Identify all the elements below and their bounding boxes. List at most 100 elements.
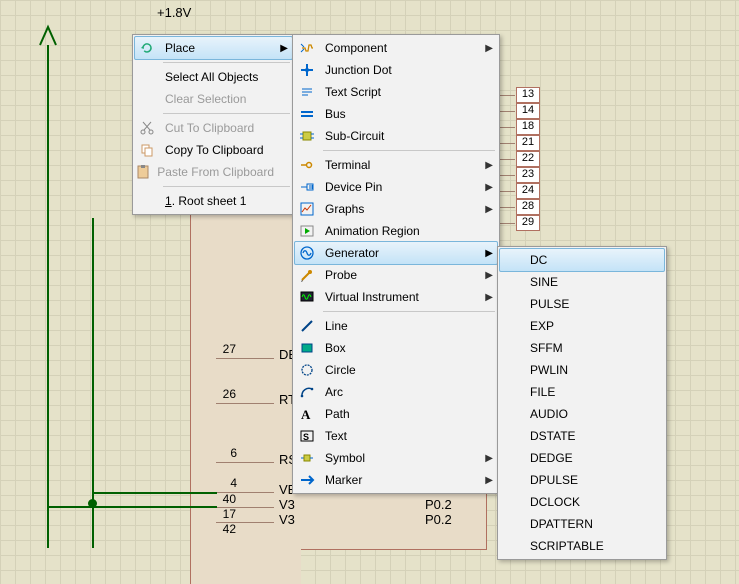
menu-item-label: Circle bbox=[319, 363, 479, 377]
menu-item-label: DEDGE bbox=[524, 451, 646, 465]
pin-label: V3 bbox=[279, 512, 295, 527]
menu-item-copy-to-clipboard[interactable]: Copy To Clipboard bbox=[135, 139, 292, 161]
menu-item-label: EXP bbox=[524, 319, 646, 333]
voltage-label: +1.8V bbox=[157, 5, 191, 20]
menu-item-component[interactable]: Component▶ bbox=[295, 37, 497, 59]
menu-item-virtual-instrument[interactable]: Virtual Instrument▶ bbox=[295, 286, 497, 308]
menu-item-label: SFFM bbox=[524, 341, 646, 355]
menu-item-label: Path bbox=[319, 407, 479, 421]
menu-separator bbox=[323, 311, 495, 312]
menu-item-marker[interactable]: Marker▶ bbox=[295, 469, 497, 491]
menu-item-text[interactable]: SText bbox=[295, 425, 497, 447]
graphs-icon bbox=[295, 201, 319, 217]
context-menu-main[interactable]: Place▶Select All ObjectsClear SelectionC… bbox=[132, 34, 295, 215]
menu-item-bus[interactable]: Bus bbox=[295, 103, 497, 125]
menu-item-device-pin[interactable]: Device Pin▶ bbox=[295, 176, 497, 198]
menu-item-sine[interactable]: SINE bbox=[500, 271, 664, 293]
menu-item-dpattern[interactable]: DPATTERN bbox=[500, 513, 664, 535]
context-menu-place[interactable]: Component▶Junction DotText ScriptBusSub-… bbox=[292, 34, 500, 494]
menu-item-dedge[interactable]: DEDGE bbox=[500, 447, 664, 469]
menu-item-circle[interactable]: Circle bbox=[295, 359, 497, 381]
menu-item-generator[interactable]: Generator▶ bbox=[294, 241, 498, 265]
menu-item-terminal[interactable]: Terminal ▶ bbox=[295, 154, 497, 176]
menu-item-animation-region[interactable]: Animation Region bbox=[295, 220, 497, 242]
menu-item-label: Generator bbox=[319, 246, 479, 260]
menu-item-sffm[interactable]: SFFM bbox=[500, 337, 664, 359]
junc-icon bbox=[295, 62, 319, 78]
menu-item-label: Probe bbox=[319, 268, 479, 282]
submenu-arrow-icon: ▶ bbox=[485, 160, 493, 171]
wire bbox=[47, 506, 217, 508]
menu-item-label: Component bbox=[319, 41, 479, 55]
menu-item-label: Place bbox=[159, 41, 274, 55]
menu-item-text-script[interactable]: Text Script bbox=[295, 81, 497, 103]
menu-item-sub-circuit[interactable]: Sub-Circuit bbox=[295, 125, 497, 147]
menu-item-dpulse[interactable]: DPULSE bbox=[500, 469, 664, 491]
pin-num: 17 bbox=[216, 507, 236, 521]
menu-item-label: Marker bbox=[319, 473, 479, 487]
menu-item-graphs[interactable]: Graphs ▶ bbox=[295, 198, 497, 220]
textscript-icon bbox=[295, 84, 319, 100]
menu-item-label: PWLIN bbox=[524, 363, 646, 377]
probe-icon bbox=[295, 267, 319, 283]
menu-item-exp[interactable]: EXP bbox=[500, 315, 664, 337]
menu-item-label: Virtual Instrument bbox=[319, 290, 479, 304]
svg-text:A: A bbox=[301, 407, 311, 422]
menu-item-1-root-sheet-1[interactable]: 1. Root sheet 1 bbox=[135, 190, 292, 212]
submenu-arrow-icon: ▶ bbox=[485, 204, 493, 215]
menu-item-dclock[interactable]: DCLOCK bbox=[500, 491, 664, 513]
menu-item-label: Text Script bbox=[319, 85, 479, 99]
menu-item-place[interactable]: Place ▶ bbox=[134, 36, 293, 60]
vi-icon bbox=[295, 289, 319, 305]
wire bbox=[92, 492, 217, 494]
menu-item-arc[interactable]: Arc bbox=[295, 381, 497, 403]
symbol-icon bbox=[295, 450, 319, 466]
menu-item-pulse[interactable]: PULSE bbox=[500, 293, 664, 315]
menu-item-pwlin[interactable]: PWLIN bbox=[500, 359, 664, 381]
menu-item-label: DCLOCK bbox=[524, 495, 646, 509]
menu-item-path[interactable]: A Path bbox=[295, 403, 497, 425]
menu-item-label: Terminal bbox=[319, 158, 479, 172]
menu-item-label: FILE bbox=[524, 385, 646, 399]
menu-item-label: Animation Region bbox=[319, 224, 479, 238]
path-icon: A bbox=[295, 406, 319, 422]
copy-icon bbox=[135, 142, 159, 158]
menu-item-label: 1. Root sheet 1 bbox=[159, 194, 274, 208]
junction-dot bbox=[88, 499, 97, 508]
menu-item-symbol[interactable]: Symbol▶ bbox=[295, 447, 497, 469]
svg-text:S: S bbox=[303, 432, 309, 442]
menu-separator bbox=[163, 113, 290, 114]
menu-item-label: Sub-Circuit bbox=[319, 129, 479, 143]
menu-item-label: DSTATE bbox=[524, 429, 646, 443]
menu-item-scriptable[interactable]: SCRIPTABLE bbox=[500, 535, 664, 557]
menu-separator bbox=[323, 150, 495, 151]
menu-item-label: Graphs bbox=[319, 202, 479, 216]
submenu-arrow-icon: ▶ bbox=[485, 182, 493, 193]
arc-icon bbox=[295, 384, 319, 400]
menu-item-label: AUDIO bbox=[524, 407, 646, 421]
menu-item-audio[interactable]: AUDIO bbox=[500, 403, 664, 425]
wire bbox=[47, 45, 49, 548]
menu-item-label: Arc bbox=[319, 385, 479, 399]
menu-item-paste-from-clipboard: Paste From Clipboard bbox=[135, 161, 292, 183]
context-menu-generator[interactable]: DCSINEPULSE EXP SFFM PWLIN FILE AUDIO DSTATE DE… bbox=[497, 246, 667, 560]
menu-item-box[interactable]: Box bbox=[295, 337, 497, 359]
menu-item-label: DPATTERN bbox=[524, 517, 646, 531]
submenu-arrow-icon: ▶ bbox=[280, 43, 288, 54]
menu-item-line[interactable]: Line bbox=[295, 315, 497, 337]
box-icon bbox=[295, 340, 319, 356]
subckt-icon bbox=[295, 128, 319, 144]
menu-item-junction-dot[interactable]: Junction Dot bbox=[295, 59, 497, 81]
pin-number-box: 22 bbox=[516, 151, 540, 167]
menu-item-probe[interactable]: Probe▶ bbox=[295, 264, 497, 286]
menu-item-dstate[interactable]: DSTATE bbox=[500, 425, 664, 447]
cut-icon bbox=[135, 120, 159, 136]
menu-item-file[interactable]: FILE bbox=[500, 381, 664, 403]
paste-icon bbox=[135, 164, 151, 180]
pin-number-box: 24 bbox=[516, 183, 540, 199]
pin-number-box: 23 bbox=[516, 167, 540, 183]
menu-item-select-all-objects[interactable]: Select All Objects bbox=[135, 66, 292, 88]
menu-item-dc[interactable]: DC bbox=[499, 248, 665, 272]
text-icon: S bbox=[295, 428, 319, 444]
menu-item-label: Select All Objects bbox=[159, 70, 274, 84]
